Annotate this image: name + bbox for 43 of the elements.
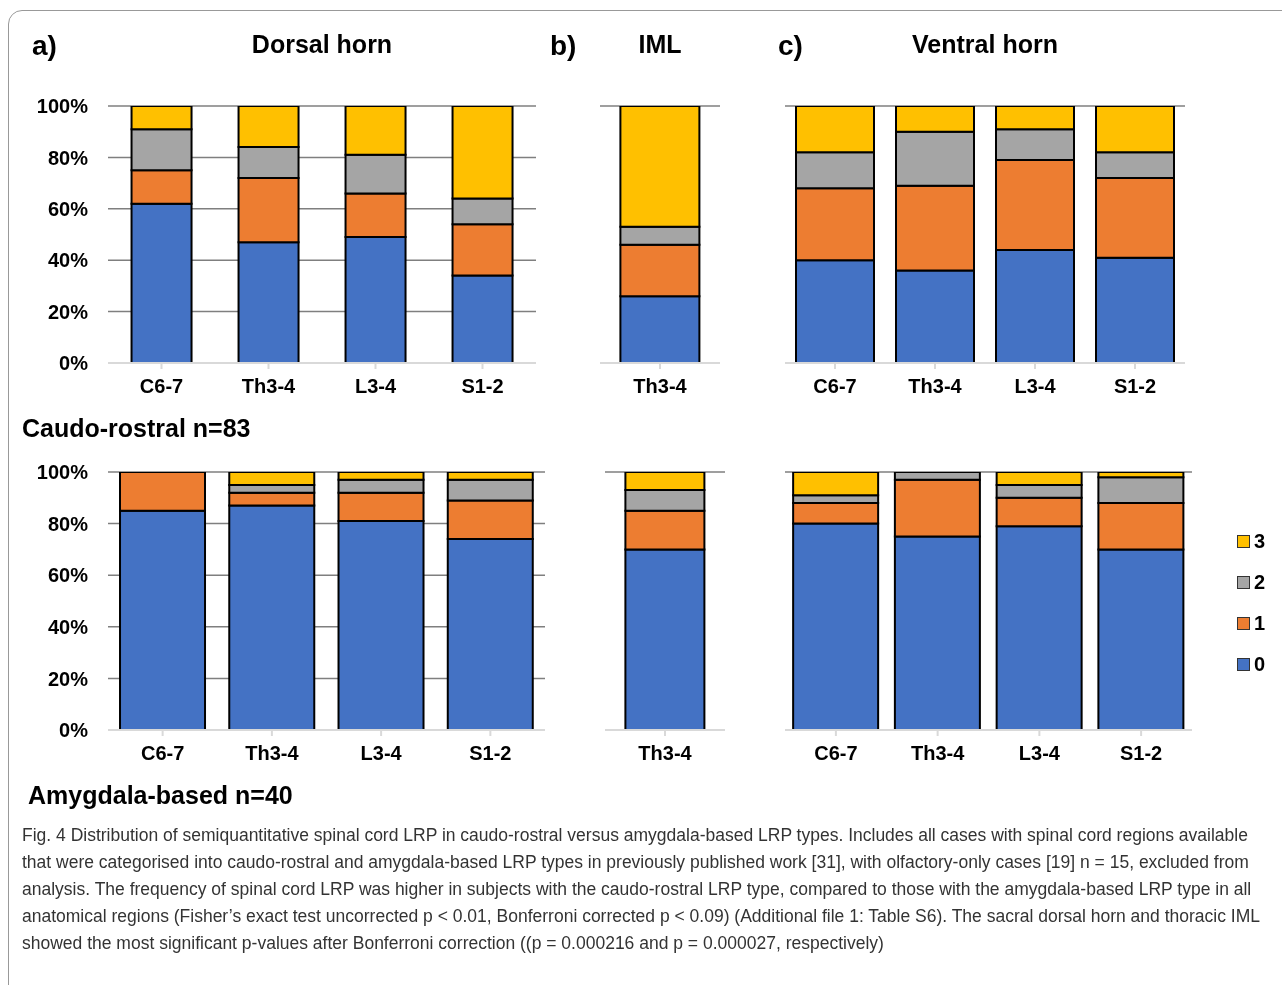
x-tick-label: C6-7 [139,375,184,398]
y-tick-label: 20% [47,300,89,323]
y-tick-label: 80% [47,512,89,535]
legend-label: 2 [1254,571,1266,594]
x-tick-label: Th3-4 [910,742,966,765]
x-tick-label: L3-4 [354,375,397,398]
text: b) [550,30,577,62]
x-tick-label: L3-4 [1014,375,1057,398]
text: a) [32,30,57,62]
y-tick-label: 80% [47,146,89,169]
text: Amygdala-based n=40 [28,781,293,810]
x-tick-label: L3-4 [1018,742,1061,765]
y-tick-label: 0% [59,719,89,742]
x-tick-label: Th3-4 [633,375,688,398]
text: Caudo-rostral n=83 [22,414,251,443]
legend-label: 3 [1254,530,1266,553]
x-tick-label: C6-7 [813,375,857,398]
chart-title: Dorsal horn [250,30,394,59]
x-tick-label: S1-2 [1120,742,1163,765]
caption: Fig. 4 Distribution of semiquantitative spinal cord LRP in caudo-rostral versus amygdala-based LRP types. Includes all cases with spinal cord regions available that were categorised into caudo-rostral and amygdala-based LRP types in previously published work [31], with olfactory-only cases [19] n = 15, excluded from analysis. The frequency of spinal cord LRP was higher in subjects with the caudo-rostral LRP type, compared to those with the amygdala-based LRP type in all anatomical regions (Fisher’s exact test uncorrected p < 0.01, Bonferroni corrected p < 0.09) (Additional file 1: Table S6). The sacral dorsal horn and thoracic IML showed the most significant p-values after Bonferroni correction ((p = 0.000216 and p = 0.000027, respectively) [22,824,1261,955]
x-tick-label: S1-2 [461,375,504,398]
y-tick-label: 20% [47,667,89,690]
y-tick-label: 60% [47,197,89,220]
chart-title: Ventral horn [912,30,1058,58]
x-tick-label: S1-2 [1113,375,1157,398]
text: c) [778,30,803,62]
x-tick-label: S1-2 [469,742,512,765]
y-tick-label: 100% [36,95,89,118]
x-tick-label: Th3-4 [241,375,297,398]
text: 0 [1254,653,1266,676]
y-tick-label: 40% [47,615,89,638]
chart-title: IML [637,30,683,59]
legend-label: 1 [1254,612,1266,635]
y-tick-label: 100% [36,461,89,484]
y-tick-label: 0% [59,352,89,375]
x-tick-label: C6-7 [814,742,858,765]
x-tick-label: Th3-4 [908,375,963,398]
x-tick-label: Th3-4 [638,742,693,765]
x-tick-label: C6-7 [140,742,185,765]
y-tick-label: 60% [47,564,89,587]
y-tick-label: 40% [47,249,89,272]
x-tick-label: L3-4 [360,742,403,765]
x-tick-label: Th3-4 [245,742,300,765]
